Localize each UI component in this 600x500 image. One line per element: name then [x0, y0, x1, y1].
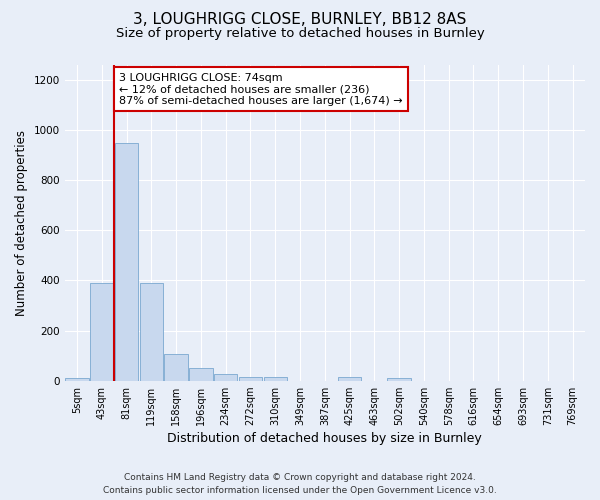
Bar: [115, 142, 139, 380]
Bar: [214, 374, 238, 380]
Text: Contains HM Land Registry data © Crown copyright and database right 2024.
Contai: Contains HM Land Registry data © Crown c…: [103, 474, 497, 495]
Text: 3, LOUGHRIGG CLOSE, BURNLEY, BB12 8AS: 3, LOUGHRIGG CLOSE, BURNLEY, BB12 8AS: [133, 12, 467, 28]
Y-axis label: Number of detached properties: Number of detached properties: [15, 130, 28, 316]
Bar: [65, 378, 89, 380]
Bar: [140, 283, 163, 380]
Bar: [338, 377, 361, 380]
Text: Size of property relative to detached houses in Burnley: Size of property relative to detached ho…: [116, 28, 484, 40]
Bar: [164, 354, 188, 380]
Bar: [239, 377, 262, 380]
X-axis label: Distribution of detached houses by size in Burnley: Distribution of detached houses by size …: [167, 432, 482, 445]
Bar: [189, 368, 213, 380]
Bar: [388, 378, 411, 380]
Text: 3 LOUGHRIGG CLOSE: 74sqm
← 12% of detached houses are smaller (236)
87% of semi-: 3 LOUGHRIGG CLOSE: 74sqm ← 12% of detach…: [119, 72, 403, 106]
Bar: [90, 283, 113, 380]
Bar: [263, 377, 287, 380]
